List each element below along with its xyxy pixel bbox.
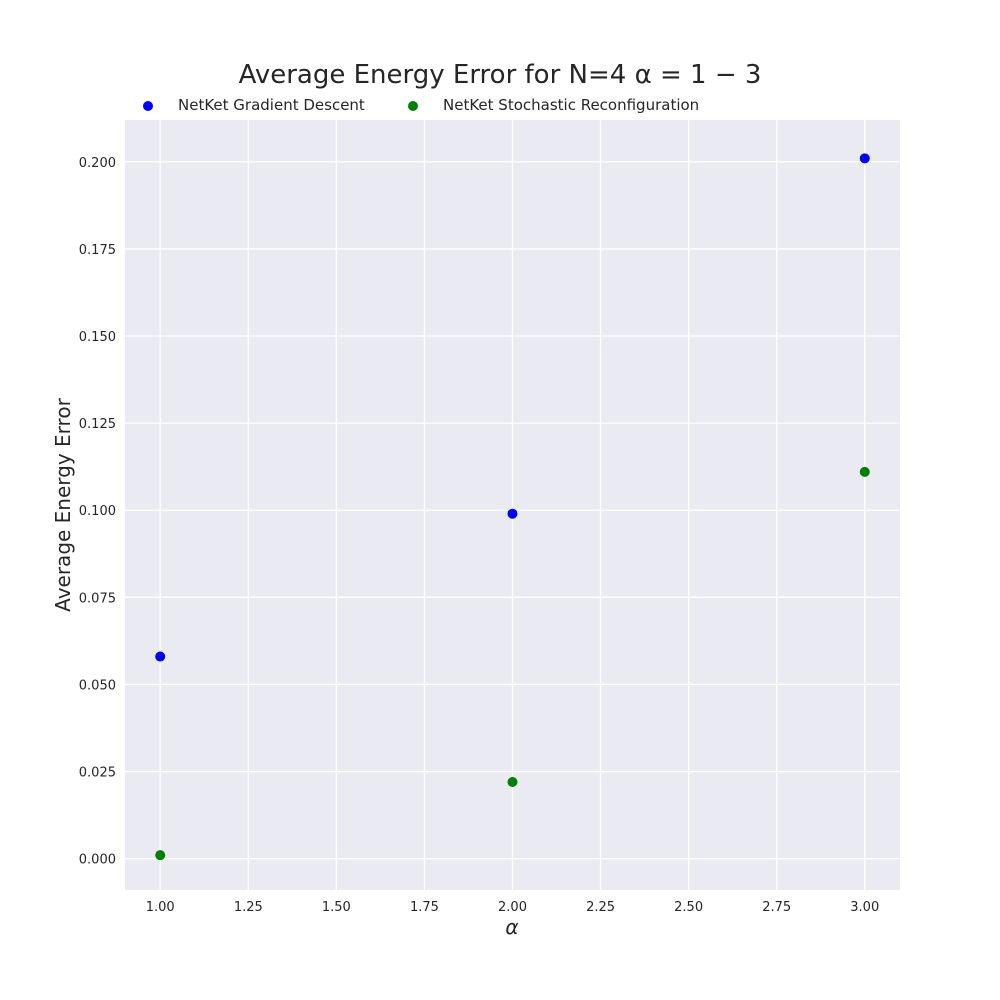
x-axis-label: α: [505, 915, 518, 939]
x-tick-label: 1.00: [146, 900, 175, 915]
y-tick-label: 0.175: [79, 243, 116, 258]
legend-marker-gradient-descent: [143, 101, 153, 111]
x-tick-labels: 1.00 1.25 1.50 1.75 2.00 2.25 2.50 2.75 3.00: [146, 900, 879, 915]
stochastic-reconfiguration-point: [859, 466, 870, 477]
y-tick-label: 0.075: [79, 591, 116, 606]
x-tick-label: 1.25: [234, 900, 263, 915]
x-tick-label: 2.75: [762, 900, 791, 915]
legend-label-stochastic-reconfiguration: NetKet Stochastic Reconfiguration: [443, 96, 699, 114]
x-tick-label: 2.25: [586, 900, 615, 915]
x-tick-label: 2.00: [498, 900, 527, 915]
y-tick-label: 0.050: [79, 678, 116, 693]
y-tick-labels: 0.000 0.025 0.050 0.075 0.100 0.125 0.150 0.175…: [79, 156, 116, 868]
y-tick-label: 0.125: [79, 417, 116, 432]
chart-title: Average Energy Error for N=4 α = 1 − 3: [239, 60, 762, 90]
legend-marker-stochastic-reconfiguration: [408, 101, 418, 111]
stochastic-reconfiguration-point: [155, 850, 166, 861]
x-tick-label: 3.00: [850, 900, 879, 915]
y-axis-label: Average Energy Error: [51, 397, 75, 611]
x-tick-label: 1.50: [322, 900, 351, 915]
gradient-descent-point: [507, 508, 518, 519]
legend-label-gradient-descent: NetKet Gradient Descent: [178, 96, 365, 114]
gradient-descent-point: [155, 651, 166, 662]
legend: NetKet Gradient Descent NetKet Stochasti…: [143, 96, 699, 114]
x-tick-label: 1.75: [410, 900, 439, 915]
y-tick-label: 0.000: [79, 853, 116, 868]
y-tick-label: 0.100: [79, 504, 116, 519]
stochastic-reconfiguration-point: [507, 776, 518, 787]
data-points: [155, 153, 870, 861]
y-tick-label: 0.150: [79, 330, 116, 345]
gradient-descent-point: [859, 153, 870, 164]
x-tick-label: 2.50: [674, 900, 703, 915]
y-tick-label: 0.200: [79, 156, 116, 171]
y-tick-label: 0.025: [79, 766, 116, 781]
